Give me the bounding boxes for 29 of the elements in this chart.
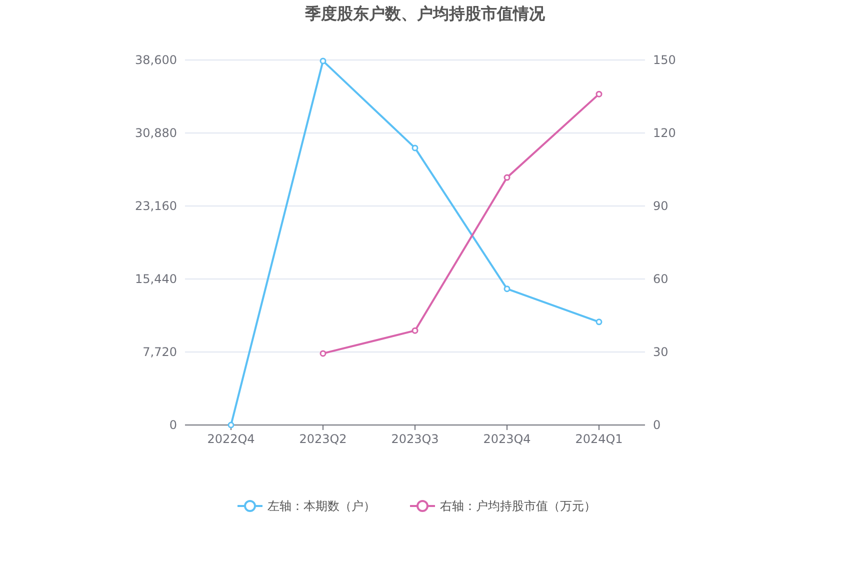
point — [320, 350, 326, 357]
y2-tick-label: 150 — [653, 53, 676, 68]
point — [228, 422, 234, 428]
y-tick-label: 0 — [169, 418, 177, 432]
point — [320, 58, 326, 64]
point — [412, 327, 418, 334]
legend-label: 右轴：户均持股市值（万元） — [440, 499, 596, 514]
x-tick-label: 2024Q1 — [575, 432, 623, 446]
y-tick-label: 38,600 — [135, 53, 177, 68]
y2-tick-label: 0 — [653, 418, 661, 432]
y-tick-label: 30,880 — [135, 126, 177, 140]
legend-label: 左轴：本期数（户） — [268, 499, 376, 514]
point — [596, 318, 602, 326]
point — [412, 144, 418, 152]
y2-tick-label: 60 — [653, 272, 668, 286]
point — [504, 174, 510, 181]
y-tick-label: 15,440 — [135, 272, 177, 286]
x-tick-label: 2023Q2 — [299, 432, 347, 446]
x-tick-label: 2023Q4 — [483, 432, 531, 446]
x-tick-label: 2022Q4 — [207, 432, 255, 446]
y-tick-label: 7,720 — [142, 345, 177, 360]
y2-tick-label: 120 — [653, 126, 676, 140]
x-tick-label: 2023Q3 — [391, 432, 439, 446]
y2-tick-label: 90 — [653, 199, 668, 214]
point — [596, 90, 602, 98]
chart-title: 季度股东户数、户均持股市值情况 — [304, 4, 546, 23]
y2-tick-label: 30 — [653, 345, 668, 360]
y-tick-label: 23,160 — [135, 199, 177, 214]
point — [504, 286, 510, 292]
